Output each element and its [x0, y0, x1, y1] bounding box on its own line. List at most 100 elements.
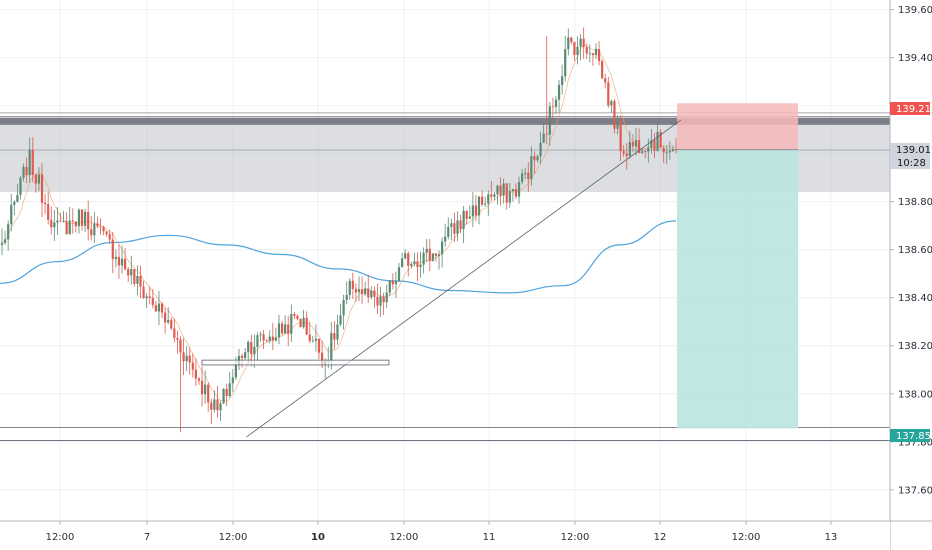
candle-body [130, 269, 133, 276]
candle [471, 192, 474, 228]
candle [117, 243, 121, 279]
price-tag: 139.210 [890, 102, 932, 115]
candle-body [419, 264, 422, 268]
candle-body [588, 53, 591, 54]
candle-body [404, 253, 407, 259]
candle-body [188, 355, 191, 363]
candle [182, 338, 185, 376]
candle [382, 292, 385, 316]
stop-loss-zone[interactable] [677, 103, 798, 150]
candle-body [240, 355, 244, 358]
candle-body [447, 226, 450, 237]
candle-body [160, 303, 164, 313]
candle-body [453, 223, 456, 234]
candle [191, 353, 194, 378]
candle [154, 300, 157, 312]
candle-body [351, 280, 354, 289]
candle-body [339, 315, 342, 325]
candle [379, 287, 382, 317]
candle-body [265, 340, 268, 342]
candle-body [382, 296, 385, 303]
candle-body [102, 227, 105, 232]
candle [148, 286, 151, 305]
candle [179, 336, 182, 433]
candle-body [650, 140, 653, 148]
price-tag-bg [890, 156, 930, 169]
candle [554, 96, 558, 115]
candle [419, 251, 422, 278]
candle-body [554, 99, 558, 107]
candle [157, 290, 161, 325]
candle [351, 272, 354, 299]
candle-body [499, 185, 502, 196]
candle-body [204, 384, 207, 395]
candle-body [120, 258, 124, 266]
candle [508, 182, 511, 208]
candle-body [376, 296, 379, 306]
price-tag-label: 139.017 [896, 145, 932, 156]
candle-body [74, 221, 77, 227]
candle-body [484, 203, 487, 205]
candle-body [234, 364, 237, 378]
trendline [246, 119, 682, 438]
price-tag: 139.017 [890, 143, 932, 156]
candle [268, 330, 271, 344]
candle-body [607, 82, 610, 106]
price-tick-label: 138.400 [898, 293, 932, 304]
candle-body [10, 204, 13, 225]
candle [604, 73, 607, 89]
candle [262, 329, 265, 349]
short-position-tool[interactable] [677, 103, 798, 429]
candle [71, 208, 74, 234]
price-tag-label: 137.856 [896, 431, 932, 442]
candle [311, 335, 314, 343]
time-tick-label: 13 [825, 532, 838, 543]
candle [0, 228, 4, 256]
candle-body [182, 352, 185, 362]
take-profit-zone[interactable] [677, 149, 798, 429]
time-tick-label: 11 [483, 532, 496, 543]
candle [502, 178, 505, 204]
candle-body [551, 106, 554, 108]
candle-body [231, 377, 234, 384]
candle-body [360, 289, 364, 295]
candle-body [656, 131, 659, 151]
candle [579, 34, 582, 61]
candle [456, 211, 459, 242]
candle-body [43, 202, 47, 205]
candle [619, 115, 622, 162]
time-tick-label: 12:00 [390, 532, 419, 543]
candle [662, 145, 665, 164]
candle [360, 276, 364, 304]
candle [376, 283, 379, 315]
candle-body [216, 399, 219, 411]
candle-body [487, 194, 490, 204]
candle-body [317, 338, 321, 353]
candle-body [576, 46, 579, 55]
price-tags: 139.210 139.017 10:28 137.856 [890, 102, 932, 442]
candle [164, 307, 167, 334]
candle [499, 177, 502, 206]
price-tick-label: 137.600 [898, 485, 932, 496]
candle [244, 347, 247, 361]
candle-body [450, 223, 453, 227]
candle-body [87, 211, 90, 230]
candle-body [422, 252, 425, 265]
candle-body [3, 239, 7, 243]
candle [93, 211, 96, 244]
candle [62, 211, 65, 223]
price-axis[interactable]: 139.600 139.400 138.800 138.600 138.400 138.2… [889, 0, 932, 550]
candle-body [410, 263, 413, 266]
candle-body [157, 303, 161, 312]
candle [25, 157, 28, 184]
candle [145, 293, 148, 308]
candle-body [191, 362, 194, 370]
candle-body [210, 402, 213, 410]
candle [388, 280, 391, 297]
candle-body [373, 290, 376, 297]
candle [77, 208, 81, 234]
time-axis[interactable]: 12:00 7 12:00 10 12:00 11 12:00 12 12:00 13 [0, 520, 932, 550]
candle [108, 229, 111, 244]
candle [628, 130, 631, 160]
